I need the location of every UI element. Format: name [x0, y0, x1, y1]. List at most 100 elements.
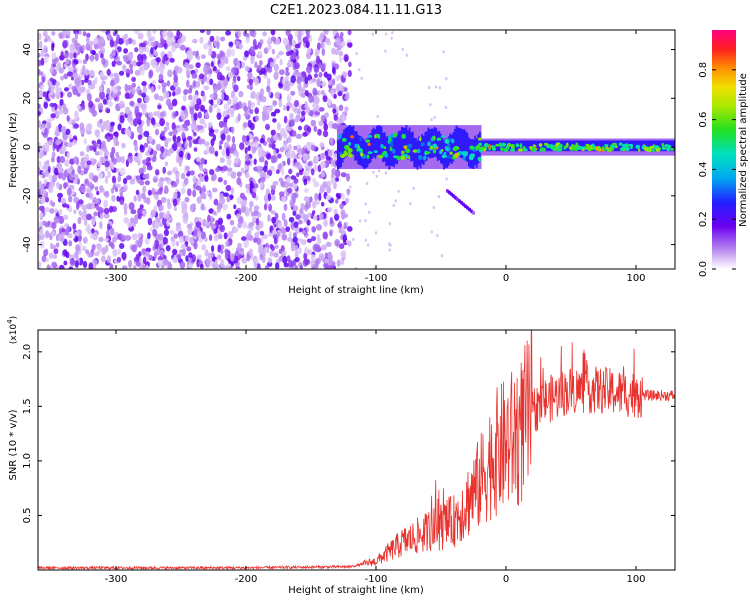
- noise-cell: [340, 172, 347, 178]
- noise-cell: [327, 98, 331, 106]
- signal-band: [461, 129, 464, 159]
- noise-cell: [174, 65, 180, 73]
- sparse-cell: [445, 77, 448, 81]
- noise-cell: [159, 111, 165, 117]
- signal-cell: [425, 151, 431, 155]
- noise-cell: [165, 245, 171, 252]
- signal-band: [344, 128, 347, 158]
- noise-cell: [81, 204, 88, 211]
- noise-cell: [318, 72, 323, 78]
- noise-cell: [72, 178, 78, 184]
- noise-cell: [182, 248, 186, 257]
- signal-cell: [399, 155, 406, 161]
- noise-cell: [151, 187, 155, 196]
- noise-cell: [270, 184, 277, 190]
- noise-cell: [197, 179, 202, 186]
- noise-cell: [148, 69, 154, 78]
- noise-cell: [258, 43, 262, 50]
- signal-band: [620, 140, 623, 152]
- noise-cell: [68, 205, 73, 213]
- noise-cell: [278, 177, 284, 183]
- signal-band: [341, 133, 344, 163]
- signal-band: [530, 140, 533, 152]
- noise-cell: [166, 80, 171, 87]
- noise-cell: [328, 121, 333, 129]
- signal-band: [401, 127, 403, 157]
- noise-cell: [231, 126, 235, 134]
- noise-cell: [99, 211, 104, 220]
- noise-cell: [47, 220, 51, 226]
- noise-cell: [341, 250, 347, 258]
- noise-cell: [169, 57, 175, 63]
- noise-cell: [318, 120, 324, 127]
- signal-cell: [350, 135, 355, 139]
- noise-cell: [223, 192, 230, 197]
- noise-cell: [48, 174, 53, 181]
- signal-cell: [604, 144, 609, 147]
- sparse-cell: [358, 219, 362, 223]
- noise-cell: [65, 30, 71, 37]
- signal-cell: [517, 148, 524, 152]
- noise-cell: [203, 122, 208, 129]
- noise-cell: [83, 68, 90, 76]
- snr-x-ticks: -300 -200 -100 0 100: [105, 330, 646, 585]
- noise-cell: [261, 96, 267, 103]
- signal-cell: [498, 142, 503, 147]
- x-tick-label: -200: [235, 574, 258, 585]
- x-tick-label: 100: [626, 273, 645, 284]
- noise-cell: [282, 104, 287, 111]
- noise-cell: [177, 38, 184, 45]
- noise-cell: [73, 52, 77, 59]
- noise-cell: [159, 67, 164, 75]
- noise-cell: [270, 195, 276, 201]
- noise-cell: [84, 178, 90, 187]
- noise-cell: [321, 47, 325, 56]
- noise-cell: [102, 98, 107, 105]
- noise-cell: [119, 115, 125, 124]
- noise-cell: [213, 198, 219, 206]
- noise-cell: [88, 69, 95, 77]
- noise-cell: [241, 236, 247, 241]
- signal-cell: [500, 147, 504, 151]
- noise-cell: [132, 39, 136, 46]
- noise-cell: [59, 54, 65, 61]
- noise-cell: [249, 46, 255, 54]
- noise-cell: [282, 84, 287, 91]
- noise-cell: [286, 105, 290, 112]
- noise-cell: [62, 214, 69, 220]
- noise-cell: [157, 256, 163, 262]
- noise-cell: [236, 213, 241, 219]
- noise-cell: [218, 120, 225, 128]
- noise-cell: [307, 248, 312, 255]
- noise-cell: [221, 93, 225, 100]
- x-tick-label: 0: [503, 273, 509, 284]
- noise-cell: [135, 261, 141, 267]
- noise-cell: [141, 192, 146, 200]
- noise-cell: [173, 191, 178, 199]
- noise-cell: [191, 203, 196, 210]
- noise-cell: [79, 122, 85, 131]
- noise-cell: [155, 243, 159, 250]
- noise-cell: [254, 61, 258, 68]
- noise-cell: [115, 151, 120, 158]
- sparse-cell: [388, 248, 391, 252]
- signal-band: [659, 140, 662, 152]
- noise-cell: [278, 163, 283, 170]
- noise-cell: [181, 201, 186, 209]
- noise-cell: [156, 217, 161, 224]
- noise-cell: [94, 76, 98, 85]
- noise-cell: [49, 85, 56, 90]
- noise-cell: [172, 128, 178, 136]
- noise-cell: [152, 229, 158, 237]
- noise-cell: [150, 209, 157, 218]
- noise-cell: [89, 181, 93, 187]
- noise-cell: [248, 206, 253, 213]
- noise-cell: [279, 147, 285, 153]
- sparse-cell: [433, 115, 436, 120]
- noise-cell: [142, 173, 148, 179]
- noise-cell: [220, 36, 226, 42]
- noise-cell: [71, 37, 77, 44]
- noise-cell: [58, 208, 63, 216]
- noise-cell: [220, 89, 226, 94]
- noise-cell: [122, 234, 126, 241]
